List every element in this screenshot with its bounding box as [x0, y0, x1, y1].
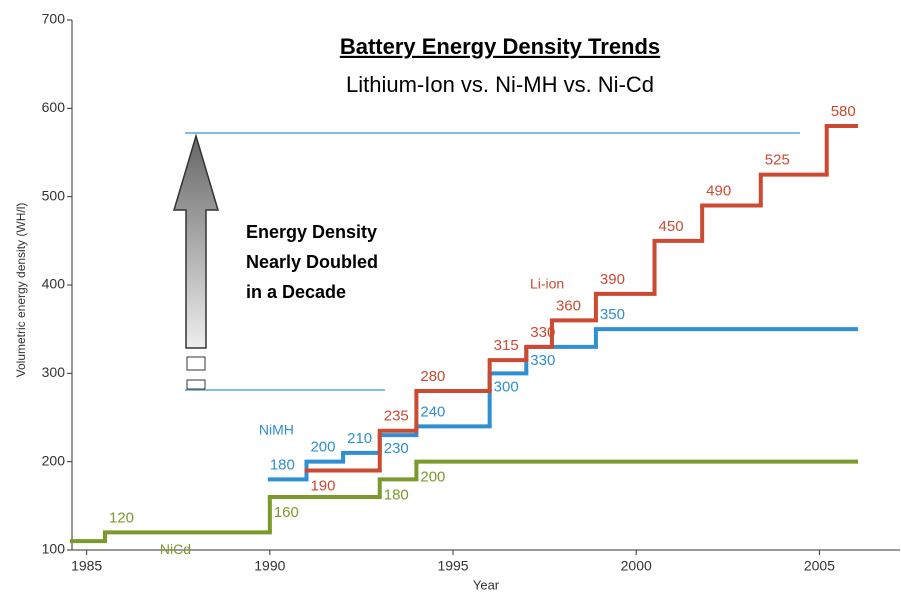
y-tick-label: 300 — [42, 364, 66, 380]
value-label: 210 — [347, 430, 372, 447]
y-axis-label: Volumetric energy density (WH/l) — [14, 203, 28, 378]
chart-title: Battery Energy Density Trends — [340, 34, 660, 59]
value-label: 330 — [530, 324, 555, 341]
y-tick-label: 600 — [42, 99, 66, 115]
series-label: Li-ion — [530, 276, 564, 292]
x-tick-label: 2005 — [804, 558, 835, 574]
value-label: 490 — [706, 182, 731, 199]
x-tick-label: 2000 — [621, 558, 652, 574]
y-tick-label: 200 — [42, 452, 66, 468]
value-label: 300 — [494, 378, 519, 395]
x-tick-label: 1995 — [437, 558, 468, 574]
y-tick-label: 700 — [42, 11, 66, 27]
value-label: 190 — [310, 477, 335, 494]
value-label: 240 — [420, 403, 445, 420]
value-label: 180 — [384, 486, 409, 503]
value-label: 330 — [530, 352, 555, 369]
value-label: 180 — [270, 456, 295, 473]
value-label: 200 — [420, 469, 445, 486]
value-label: 450 — [659, 218, 684, 235]
value-label: 525 — [765, 152, 790, 169]
annotation: Nearly Doubled — [246, 252, 378, 272]
value-label: 315 — [494, 337, 519, 354]
x-tick-label: 1985 — [71, 558, 102, 574]
value-label: 120 — [109, 509, 134, 526]
value-label: 160 — [274, 504, 299, 521]
annotation: Energy Density — [246, 222, 377, 242]
series-label: NiCd — [160, 541, 191, 557]
annotation: in a Decade — [246, 282, 346, 302]
value-label: 350 — [600, 306, 625, 323]
y-tick-label: 100 — [42, 541, 66, 557]
series-label: NiMH — [259, 421, 294, 437]
value-label: 390 — [600, 271, 625, 288]
value-label: 200 — [310, 439, 335, 456]
chart-subtitle: Lithium-Ion vs. Ni-MH vs. Ni-Cd — [346, 72, 654, 97]
value-label: 280 — [420, 368, 445, 385]
x-tick-label: 1990 — [254, 558, 285, 574]
value-label: 360 — [556, 297, 581, 314]
x-axis-label: Year — [473, 577, 500, 592]
value-label: 235 — [384, 408, 409, 425]
arrow — [172, 132, 800, 391]
y-tick-label: 500 — [42, 187, 66, 203]
y-tick-label: 400 — [42, 276, 66, 292]
value-label: 580 — [831, 103, 856, 120]
value-label: 230 — [384, 440, 409, 457]
